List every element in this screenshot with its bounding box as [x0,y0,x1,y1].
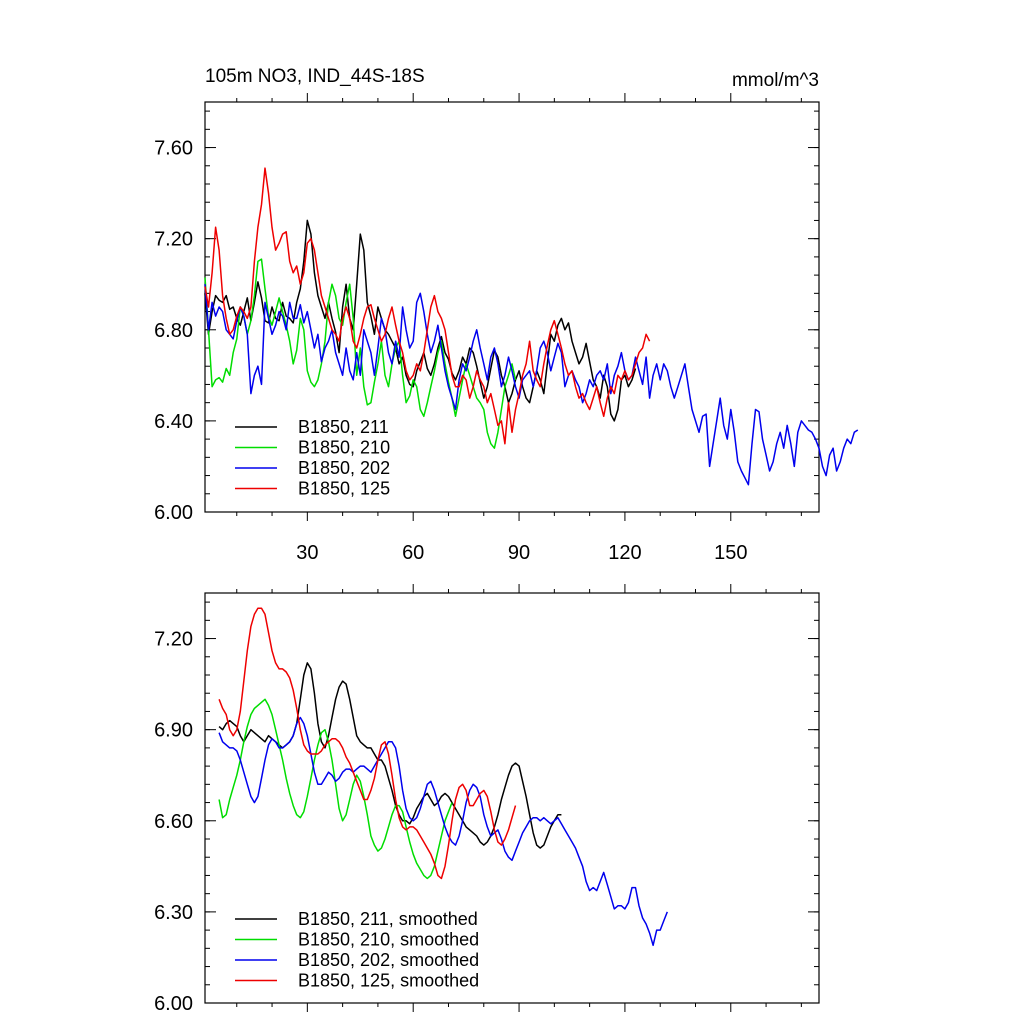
legend-label: B1850, 211 [298,417,389,437]
y-tick-label: 6.00 [154,993,193,1015]
series-line-2 [218,716,668,947]
y-tick-label: 6.60 [154,811,193,833]
legend-label: B1850, 202, smoothed [298,950,479,970]
legend-label: B1850, 202 [298,458,390,478]
series-line-2 [204,284,859,486]
x-tick-label: 90 [508,542,530,564]
units-label: mmol/m^3 [732,70,819,91]
legend-label: B1850, 125, smoothed [298,971,479,991]
x-tick-label: 120 [608,542,641,564]
x-tick-label: 150 [714,542,747,564]
chart-title: 105m NO3, IND_44S-18S [205,66,425,87]
y-tick-label: 7.20 [154,629,193,651]
plot-frame [204,101,820,513]
series-line-3 [218,607,517,880]
x-tick-label: 30 [296,542,318,564]
y-tick-label: 7.60 [154,138,193,160]
series-line-1 [218,698,453,880]
legend-label: B1850, 210, smoothed [298,930,479,950]
bottom-panel: 6.00 6.30 6.60 6.90 7.20 B1850, 211, smoothed… [154,584,820,1015]
y-tick-label: 6.40 [154,411,193,433]
legend-label: B1850, 211, smoothed [298,909,478,929]
series-line-3 [204,167,651,445]
y-tick-label: 6.00 [154,502,193,524]
top-panel: 6.00 6.40 6.80 7.20 7.60 30 60 90 120 150 105m NO3… [154,66,859,564]
legend-label: B1850, 125 [298,479,390,499]
x-tick-label: 60 [402,542,424,564]
legend-label: B1850, 210 [298,438,390,458]
plot-frame [204,592,820,1004]
series-line-1 [204,258,517,449]
y-tick-label: 6.80 [154,320,193,342]
y-tick-label: 6.30 [154,902,193,924]
y-tick-label: 6.90 [154,720,193,742]
y-tick-label: 7.20 [154,229,193,251]
